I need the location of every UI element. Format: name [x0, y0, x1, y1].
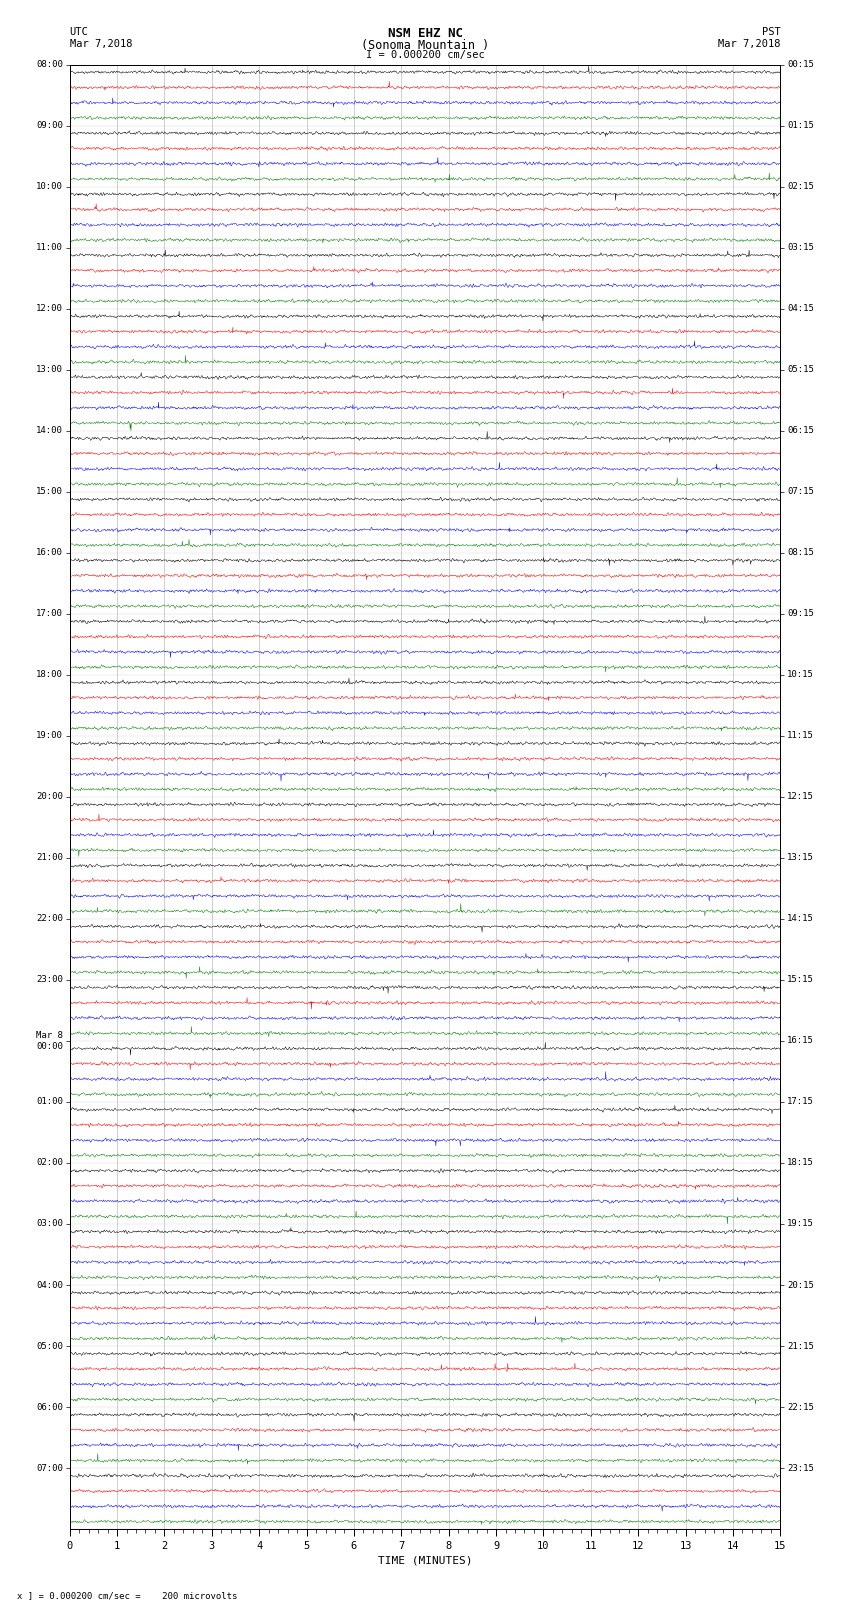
- Text: NSM EHZ NC: NSM EHZ NC: [388, 27, 462, 40]
- Text: UTC: UTC: [70, 27, 88, 37]
- Text: I = 0.000200 cm/sec: I = 0.000200 cm/sec: [366, 50, 484, 60]
- Text: x ] = 0.000200 cm/sec =    200 microvolts: x ] = 0.000200 cm/sec = 200 microvolts: [17, 1590, 237, 1600]
- Text: (Sonoma Mountain ): (Sonoma Mountain ): [361, 39, 489, 52]
- Text: Mar 7,2018: Mar 7,2018: [70, 39, 133, 48]
- Text: PST: PST: [762, 27, 780, 37]
- X-axis label: TIME (MINUTES): TIME (MINUTES): [377, 1555, 473, 1565]
- Text: Mar 7,2018: Mar 7,2018: [717, 39, 780, 48]
